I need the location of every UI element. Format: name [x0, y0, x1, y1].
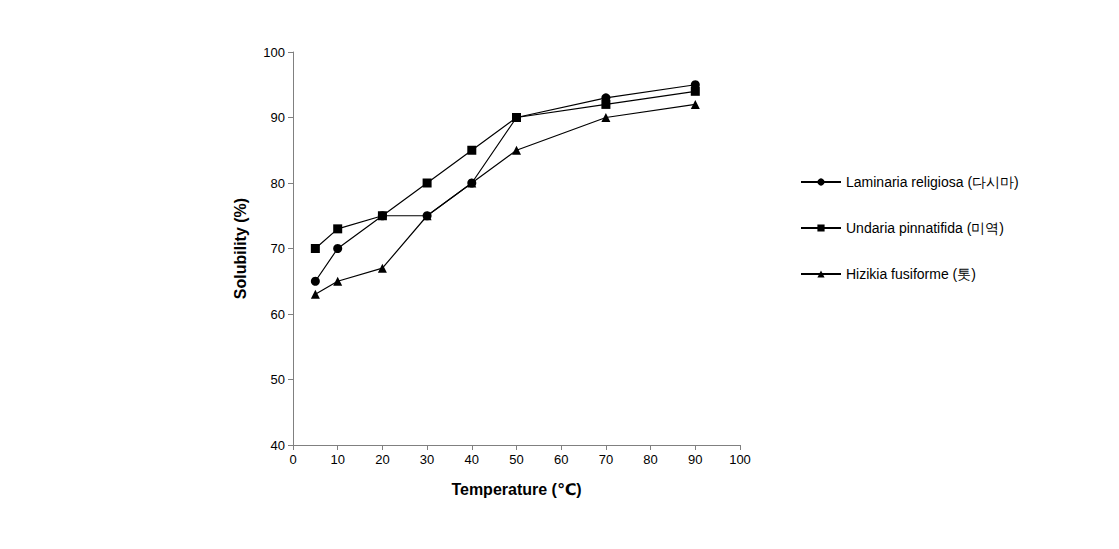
svg-text:Temperature (℃): Temperature (℃): [451, 481, 581, 498]
svg-text:50: 50: [271, 372, 285, 387]
svg-text:0: 0: [289, 452, 296, 467]
svg-text:80: 80: [271, 176, 285, 191]
svg-text:40: 40: [465, 452, 479, 467]
svg-text:30: 30: [420, 452, 434, 467]
svg-text:20: 20: [375, 452, 389, 467]
svg-text:90: 90: [271, 110, 285, 125]
svg-text:70: 70: [271, 241, 285, 256]
svg-text:100: 100: [729, 452, 751, 467]
svg-text:10: 10: [330, 452, 344, 467]
svg-text:80: 80: [643, 452, 657, 467]
svg-text:100: 100: [263, 45, 285, 60]
svg-text:Solubility (%): Solubility (%): [232, 198, 249, 299]
svg-text:40: 40: [271, 438, 285, 453]
svg-text:90: 90: [688, 452, 702, 467]
svg-text:70: 70: [599, 452, 613, 467]
svg-text:Hizikia fusiforme (톳): Hizikia fusiforme (톳): [846, 266, 976, 282]
svg-text:60: 60: [271, 307, 285, 322]
svg-text:Laminaria religiosa (다시마): Laminaria religiosa (다시마): [846, 174, 1019, 190]
svg-text:60: 60: [554, 452, 568, 467]
svg-text:Undaria pinnatifida (미역): Undaria pinnatifida (미역): [846, 220, 1004, 236]
svg-text:50: 50: [509, 452, 523, 467]
